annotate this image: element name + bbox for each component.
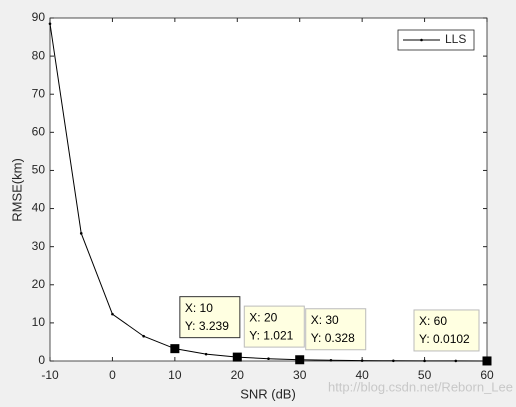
y-tick-label: 0 xyxy=(38,353,45,367)
x-tick-label: 10 xyxy=(168,368,182,382)
datatip-marker xyxy=(170,344,180,354)
datatip-y: Y: 0.0102 xyxy=(419,332,470,346)
datatip-y: Y: 3.239 xyxy=(185,319,229,333)
datatip-box xyxy=(179,296,241,339)
x-tick-label: 40 xyxy=(355,368,369,382)
datatip-x: X: 10 xyxy=(185,301,213,315)
point-marker xyxy=(142,334,145,338)
point-marker xyxy=(454,359,458,363)
point-marker xyxy=(360,359,364,362)
datatip: X: 60 Y: 0.0102 xyxy=(413,309,480,352)
datatip: X: 30 Y: 0.328 xyxy=(305,308,367,351)
point-marker xyxy=(267,357,270,361)
x-tick-label: 30 xyxy=(293,368,307,382)
x-tick-label: 60 xyxy=(480,368,494,382)
datatip-y: Y: 1.021 xyxy=(249,328,293,342)
datatip-box xyxy=(305,308,367,351)
point-marker xyxy=(204,352,208,356)
y-tick-label: 80 xyxy=(32,48,46,62)
datatip-marker xyxy=(482,356,492,366)
plot-area xyxy=(49,17,488,362)
x-tick-label: -10 xyxy=(41,368,59,382)
datatip-box xyxy=(413,309,480,352)
y-tick-label: 10 xyxy=(32,315,46,329)
legend-label: LLS xyxy=(445,32,466,46)
y-tick-label: 40 xyxy=(32,201,46,215)
legend-marker xyxy=(420,38,423,42)
point-marker xyxy=(111,312,114,316)
datatip-marker xyxy=(232,352,242,362)
point-marker xyxy=(79,232,83,235)
y-tick-label: 70 xyxy=(32,86,46,100)
datatip-y: Y: 0.328 xyxy=(311,331,355,345)
datatip: X: 10 Y: 3.239 xyxy=(179,296,241,339)
y-tick-label: 60 xyxy=(32,125,46,139)
watermark: http://blog.csdn.net/Reborn_Lee xyxy=(328,379,513,394)
point-marker xyxy=(48,22,52,26)
y-tick-label: 30 xyxy=(32,239,46,253)
datatip-marker xyxy=(295,355,305,365)
datatip-box xyxy=(243,305,305,348)
x-axis-label: SNR (dB) xyxy=(240,386,296,401)
datatip-x: X: 60 xyxy=(419,314,447,328)
x-tick-label: 0 xyxy=(109,368,116,382)
datatip-x: X: 30 xyxy=(311,313,339,327)
point-marker xyxy=(423,359,426,363)
x-tick-label: 50 xyxy=(418,368,432,382)
datatip-x: X: 20 xyxy=(249,310,277,324)
y-tick-label: 50 xyxy=(32,163,46,177)
datatip: X: 20 Y: 1.021 xyxy=(243,305,305,348)
point-marker xyxy=(329,358,333,362)
y-axis-label: RMSE(km) xyxy=(9,158,24,222)
y-tick-label: 90 xyxy=(32,10,46,24)
point-marker xyxy=(392,359,395,363)
y-tick-label: 20 xyxy=(32,277,46,291)
x-tick-label: 20 xyxy=(231,368,245,382)
